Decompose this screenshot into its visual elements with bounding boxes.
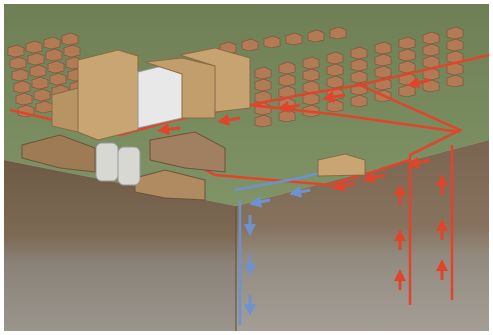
house [43, 36, 61, 50]
house [263, 35, 281, 49]
house [374, 65, 392, 79]
tower [77, 49, 139, 141]
arrow [332, 179, 356, 192]
house [302, 56, 320, 70]
arrow [407, 76, 431, 89]
house [350, 46, 368, 60]
soil-left-face [4, 160, 236, 331]
house [398, 48, 416, 62]
building [144, 57, 216, 119]
arrow [289, 185, 311, 198]
house [61, 32, 79, 46]
house [254, 78, 272, 92]
house [326, 99, 344, 113]
house [29, 64, 47, 78]
arrow [157, 123, 181, 136]
house [422, 79, 440, 93]
house [25, 40, 43, 54]
building [134, 169, 206, 201]
building [317, 153, 366, 177]
house [13, 80, 31, 94]
house [278, 61, 296, 75]
building [179, 47, 251, 113]
house [63, 44, 81, 58]
house [326, 63, 344, 77]
house [350, 70, 368, 84]
house [422, 31, 440, 45]
house [446, 74, 464, 88]
house [446, 26, 464, 40]
house [45, 48, 63, 62]
house [374, 41, 392, 55]
house [47, 60, 65, 74]
house [326, 51, 344, 65]
house [9, 56, 27, 70]
buildings [21, 47, 366, 201]
arrow [322, 91, 346, 103]
house [27, 52, 45, 66]
house [398, 36, 416, 50]
house [329, 26, 347, 40]
wells [238, 145, 454, 325]
house [422, 43, 440, 57]
house [11, 68, 29, 82]
house [302, 68, 320, 82]
house [446, 38, 464, 52]
house [326, 75, 344, 89]
pipe [359, 83, 463, 157]
building [137, 65, 183, 129]
house [7, 44, 25, 58]
house [254, 66, 272, 80]
house [33, 88, 51, 102]
house [374, 53, 392, 67]
house [15, 92, 33, 106]
arrow [217, 114, 241, 126]
factory [149, 131, 226, 173]
silo [95, 142, 119, 182]
house [31, 76, 49, 90]
house [241, 38, 259, 52]
house [285, 32, 303, 46]
arrow [407, 156, 431, 169]
flow-arrows [157, 76, 448, 316]
arrow [277, 101, 301, 113]
building [51, 87, 79, 133]
house [278, 73, 296, 87]
soil-right-face [236, 140, 489, 331]
arrow [362, 171, 386, 184]
house [350, 58, 368, 72]
house [49, 72, 67, 86]
building [21, 134, 96, 173]
house [254, 114, 272, 128]
house [350, 94, 368, 108]
arrow [249, 195, 271, 208]
house [307, 29, 325, 43]
silo [117, 146, 141, 186]
